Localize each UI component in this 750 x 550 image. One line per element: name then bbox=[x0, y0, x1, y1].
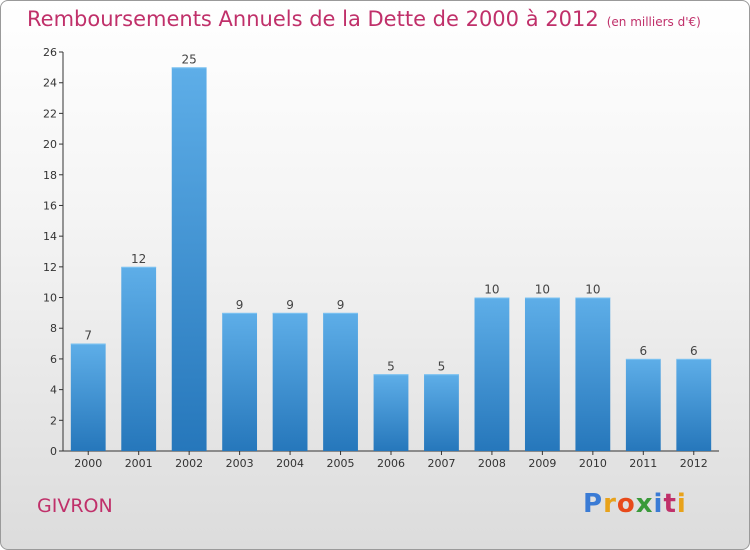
y-tick-label: 24 bbox=[43, 77, 57, 90]
x-tick-label: 2011 bbox=[629, 457, 657, 470]
bar-value-label: 25 bbox=[182, 52, 197, 66]
x-tick-label: 2001 bbox=[125, 457, 153, 470]
logo-letter: o bbox=[616, 489, 636, 519]
bar-value-label: 9 bbox=[337, 298, 345, 312]
y-tick-label: 6 bbox=[50, 353, 57, 366]
bar bbox=[323, 312, 358, 451]
logo-letter: i bbox=[653, 489, 664, 519]
bar bbox=[222, 312, 258, 451]
bar bbox=[625, 358, 661, 451]
x-tick-label: 2003 bbox=[226, 457, 254, 470]
bar-value-label: 10 bbox=[535, 283, 550, 297]
proxiti-logo: Proxiti bbox=[583, 489, 687, 519]
y-tick-label: 18 bbox=[43, 169, 57, 182]
bar-value-label: 12 bbox=[131, 252, 146, 266]
chart-title: Remboursements Annuels de la Dette de 20… bbox=[27, 7, 701, 31]
x-tick-label: 2006 bbox=[377, 457, 405, 470]
y-tick-label: 10 bbox=[43, 292, 57, 305]
bar bbox=[171, 67, 207, 451]
chart-subtitle: (en milliers d'€) bbox=[606, 15, 701, 29]
bar-value-label: 5 bbox=[438, 359, 446, 373]
chart-bars bbox=[70, 67, 712, 451]
logo-letter: x bbox=[635, 489, 654, 519]
bar-value-label: 5 bbox=[387, 359, 395, 373]
y-tick-label: 22 bbox=[43, 107, 57, 120]
x-tick-label: 2002 bbox=[175, 457, 203, 470]
y-tick-label: 8 bbox=[50, 322, 57, 335]
x-tick-label: 2008 bbox=[478, 457, 506, 470]
x-tick-label: 2005 bbox=[327, 457, 355, 470]
x-tick-label: 2004 bbox=[276, 457, 304, 470]
bar-value-label: 7 bbox=[84, 329, 92, 343]
bar bbox=[70, 343, 106, 451]
logo-letter: i bbox=[676, 489, 687, 519]
y-tick-label: 26 bbox=[43, 46, 57, 59]
x-tick-label: 2007 bbox=[427, 457, 455, 470]
y-tick-label: 0 bbox=[50, 445, 57, 458]
bar-value-label: 9 bbox=[236, 298, 244, 312]
bar bbox=[121, 266, 157, 451]
bar-value-label: 6 bbox=[639, 344, 647, 358]
bar bbox=[272, 312, 308, 451]
x-tick-label: 2009 bbox=[528, 457, 556, 470]
logo-letter: r bbox=[603, 489, 617, 519]
bar bbox=[474, 297, 510, 451]
chart-labels: 7 12 25 9 9 9 5 5 10 10 10 6 6 bbox=[84, 52, 697, 373]
y-tick-label: 14 bbox=[43, 230, 57, 243]
bar bbox=[424, 374, 459, 451]
x-tick-label: 2012 bbox=[680, 457, 708, 470]
y-tick-label: 16 bbox=[43, 199, 57, 212]
y-tick-label: 2 bbox=[50, 414, 57, 427]
bar-value-label: 9 bbox=[286, 298, 294, 312]
y-tick-label: 12 bbox=[43, 261, 57, 274]
x-tick-label: 2000 bbox=[74, 457, 102, 470]
logo-letter: P bbox=[583, 489, 604, 519]
x-tick-label: 2010 bbox=[579, 457, 607, 470]
bar-value-label: 6 bbox=[690, 344, 698, 358]
bar bbox=[575, 297, 611, 451]
bar bbox=[524, 297, 560, 451]
town-name: GIVRON bbox=[37, 495, 113, 517]
bar-value-label: 10 bbox=[484, 283, 499, 297]
y-tick-label: 20 bbox=[43, 138, 57, 151]
y-tick-label: 4 bbox=[50, 384, 57, 397]
chart-title-text: Remboursements Annuels de la Dette de 20… bbox=[27, 7, 599, 31]
bar bbox=[676, 358, 712, 451]
bar bbox=[373, 374, 409, 451]
bar-value-label: 10 bbox=[585, 283, 600, 297]
logo-letter: t bbox=[663, 489, 677, 519]
